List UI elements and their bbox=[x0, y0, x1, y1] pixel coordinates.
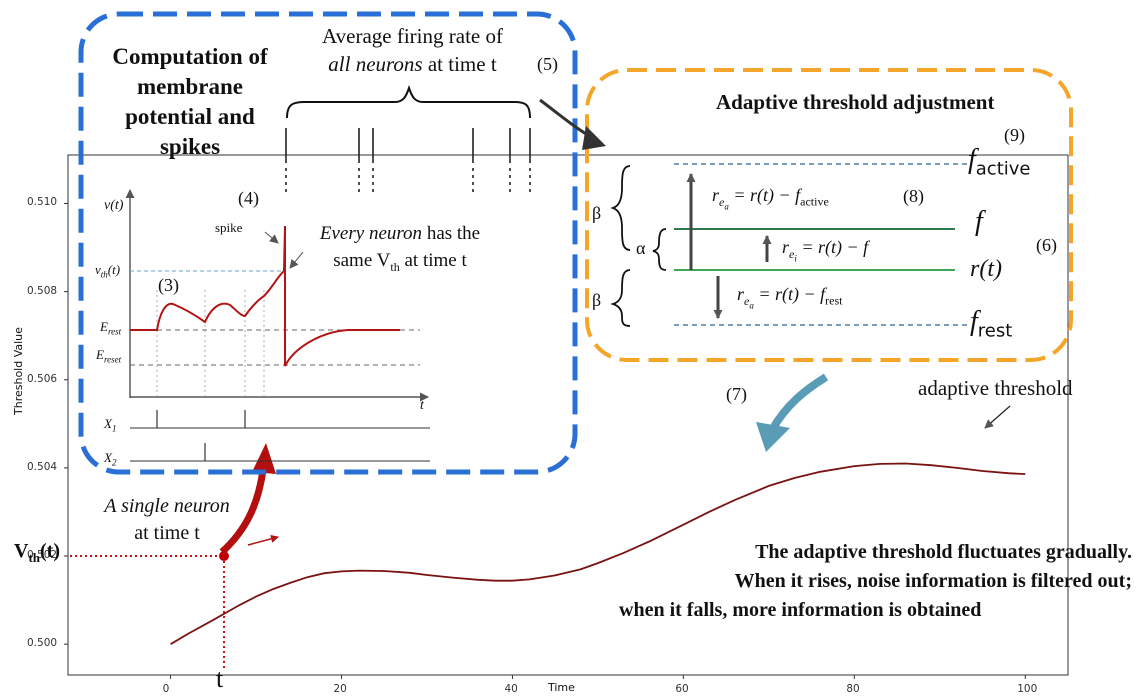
y-axis-label: Threshold Value bbox=[12, 327, 25, 415]
f-label: f bbox=[975, 206, 983, 237]
inset-x1-label: X1 bbox=[104, 416, 117, 434]
r-t-label: r(t) bbox=[970, 256, 1002, 282]
x-tick-marks bbox=[170, 675, 1026, 679]
inset-v-axis-label: v(t) bbox=[104, 198, 124, 213]
inset-ereset-label: Ereset bbox=[96, 347, 122, 365]
x-tick-label: 40 bbox=[504, 683, 518, 695]
step-7-label: (7) bbox=[726, 384, 747, 404]
t-axis-label: t bbox=[216, 664, 224, 693]
inset-x2-label: X2 bbox=[104, 450, 117, 468]
step-8-label: (8) bbox=[903, 186, 924, 206]
x-tick-label: 60 bbox=[675, 683, 689, 695]
y-tick-label: 0.510 bbox=[27, 196, 58, 209]
f-rest-label: frest bbox=[970, 306, 1013, 342]
y-tick-label: 0.508 bbox=[27, 284, 58, 297]
orange-dashed-box bbox=[585, 68, 1073, 362]
big-red-arrow-shaft bbox=[219, 469, 267, 555]
adaptive-threshold-curve bbox=[170, 462, 1026, 645]
adaptive-threshold-pointer bbox=[984, 405, 1011, 429]
inset-erest-label: Erest bbox=[100, 319, 122, 337]
gray-arrow-head bbox=[582, 126, 606, 150]
inset-t-axis-label: t bbox=[420, 398, 424, 413]
step-3-label: (3) bbox=[158, 275, 179, 295]
blue-dashed-box bbox=[78, 11, 578, 475]
y-tick-label: 0.502 bbox=[27, 549, 58, 562]
y-tick-marks bbox=[64, 202, 68, 645]
equation-active: rea = r(t) − factive bbox=[712, 185, 829, 211]
average-firing-rate-label: Average firing rate of all neurons at ti… bbox=[322, 24, 503, 76]
single-neuron-label: A single neuron at time t bbox=[104, 495, 230, 544]
f-active-label: factive bbox=[968, 144, 1031, 180]
x-tick-label: 100 bbox=[1017, 683, 1038, 695]
adaptive-threshold-label: adaptive threshold bbox=[918, 376, 1073, 400]
x-axis-label: Time bbox=[548, 681, 575, 694]
membrane-inset bbox=[125, 189, 430, 462]
left-panel-title: Computation of membrane potential and sp… bbox=[112, 44, 268, 159]
step-9-label: (9) bbox=[1004, 125, 1025, 145]
y-tick-label: 0.506 bbox=[27, 372, 58, 385]
beta-bottom-label: β bbox=[592, 290, 602, 310]
x-tick-label: 0 bbox=[162, 683, 170, 695]
teal-arrow-head bbox=[756, 422, 790, 452]
x-tick-label: 80 bbox=[846, 683, 860, 695]
equation-rest: rea = r(t) − frest bbox=[737, 284, 843, 310]
beta-top-label: β bbox=[592, 203, 602, 223]
population-spikes bbox=[285, 128, 531, 195]
step-4-label: (4) bbox=[238, 188, 259, 208]
current-threshold-point bbox=[219, 551, 229, 561]
equation-inhibit: rei = r(t) − f bbox=[782, 237, 869, 263]
teal-arrow-shaft bbox=[768, 373, 829, 433]
description-text: The adaptive threshold fluctuates gradua… bbox=[619, 541, 1132, 621]
inset-vth-label: vth(t) bbox=[95, 262, 121, 280]
threshold-levels bbox=[610, 163, 968, 327]
spike-label: spike bbox=[215, 220, 243, 235]
alpha-label: α bbox=[636, 238, 646, 258]
big-red-arrow-head bbox=[252, 443, 276, 474]
every-neuron-label: Every neuron has the same Vth at time t bbox=[319, 223, 481, 274]
vth-axis-label: Vth(t) bbox=[14, 540, 60, 565]
y-tick-label: 0.500 bbox=[27, 637, 58, 650]
x-tick-label: 20 bbox=[333, 683, 347, 695]
main-plot-frame bbox=[67, 154, 1069, 676]
step-5-label: (5) bbox=[537, 54, 558, 74]
right-panel-title: Adaptive threshold adjustment bbox=[716, 90, 995, 114]
y-tick-label: 0.504 bbox=[27, 460, 58, 473]
trend-arrow bbox=[247, 534, 279, 546]
firing-rate-brace bbox=[286, 84, 531, 119]
step-6-label: (6) bbox=[1036, 235, 1057, 255]
